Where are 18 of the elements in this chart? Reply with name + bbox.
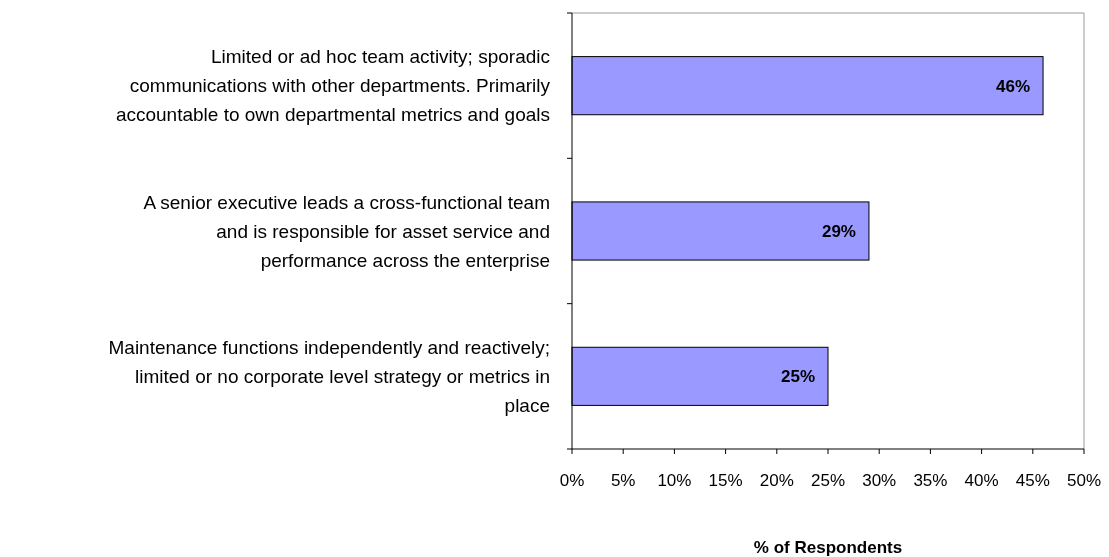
y-tick-label: Limited or ad hoc team activity; sporadic communications with other departments. Primarily accountable to own departmental metrics and goals (115, 46, 551, 126)
x-tick-label: 40% (964, 471, 999, 490)
data-label: 29% (821, 221, 856, 241)
data-label: 25% (780, 367, 815, 387)
x-tick-label: 10% (657, 471, 692, 490)
x-tick-label: 45% (1015, 471, 1050, 490)
x-tick-label: 30% (862, 471, 897, 490)
x-tick-label: 35% (913, 471, 948, 490)
x-tick-label: 5% (610, 471, 636, 490)
x-tick-label: 50% (1066, 471, 1102, 490)
x-tick-label: 15% (708, 471, 743, 490)
data-label: 46% (996, 76, 1031, 96)
x-axis-title: % of Respondents (753, 538, 903, 557)
x-tick-label: 0% (559, 471, 585, 490)
y-tick-label: Maintenance functions independently and reactively; limited or no corporate level strategy or metrics in place (108, 336, 550, 416)
x-tick-label: 20% (759, 471, 794, 490)
y-tick-label: A senior executive leads a cross-functional team and is responsible for asset service and performance across the enterprise (143, 191, 550, 271)
x-tick-label: 25% (810, 471, 846, 490)
